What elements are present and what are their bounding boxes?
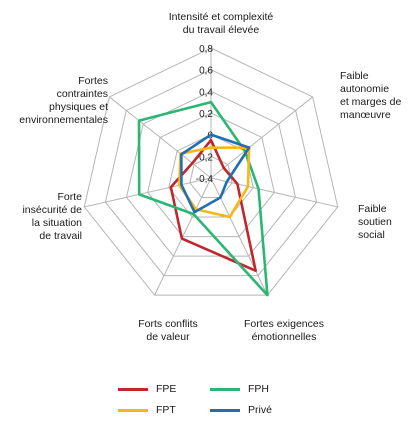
legend-prive-label: Privé bbox=[248, 404, 272, 416]
axis-label-2: Faible soutien social bbox=[358, 203, 392, 241]
grid-spoke-1 bbox=[210, 96, 313, 179]
tick-label-5: 0,6 bbox=[199, 66, 213, 77]
axis-label-6: Fortes contraintes physiques et environn… bbox=[19, 75, 108, 126]
series-lines bbox=[137, 100, 269, 297]
legend-fpt: FPT bbox=[118, 403, 176, 417]
legend-fph: FPH bbox=[210, 382, 269, 396]
tick-label-0: -0,4 bbox=[196, 174, 214, 185]
grid-spoke-5 bbox=[84, 177, 212, 208]
tick-label-3: 0,2 bbox=[199, 109, 213, 120]
series-fpe-line bbox=[169, 138, 257, 273]
axis-label-3: Fortes exigences émotionnelles bbox=[244, 318, 324, 343]
tick-label-1: -0,2 bbox=[196, 152, 214, 163]
grid-ring-5 bbox=[104, 69, 318, 277]
radar-plot: -0,4-0,200,20,40,60,8 bbox=[83, 44, 339, 297]
legend-fph-label: FPH bbox=[248, 383, 269, 395]
series-fph-line bbox=[137, 100, 269, 297]
tick-label-4: 0,4 bbox=[199, 87, 213, 98]
radar-grid bbox=[83, 47, 339, 296]
legend-fph-swatch bbox=[210, 387, 240, 391]
grid-ring-6 bbox=[83, 47, 339, 296]
legend-prive: Privé bbox=[210, 403, 272, 417]
legend-fpt-swatch bbox=[118, 408, 148, 412]
grid-spoke-4 bbox=[154, 177, 212, 296]
axis-label-0: Intensité et complexité du travail élevé… bbox=[168, 11, 274, 36]
axis-label-1: Faible autonomie et marges de manœuvre bbox=[340, 70, 402, 121]
grid-spoke-6 bbox=[109, 96, 212, 179]
grid-ring-1 bbox=[189, 155, 233, 199]
legend-fpe-swatch bbox=[118, 387, 148, 391]
legend-prive-swatch bbox=[210, 408, 240, 412]
axis-label-4: Forts conflits de valeur bbox=[138, 318, 198, 343]
legend-fpt-label: FPT bbox=[156, 404, 176, 416]
legend-fpe: FPE bbox=[118, 382, 176, 396]
grid-ring-3 bbox=[147, 112, 275, 238]
legend-fpe-label: FPE bbox=[156, 383, 177, 395]
tick-label-6: 0,8 bbox=[199, 44, 213, 55]
grid-ring-4 bbox=[125, 90, 297, 257]
axis-label-5: Forte insécurité de la situation de trav… bbox=[22, 191, 82, 242]
grid-spoke-2 bbox=[210, 177, 338, 208]
series-priv-line bbox=[180, 133, 251, 214]
